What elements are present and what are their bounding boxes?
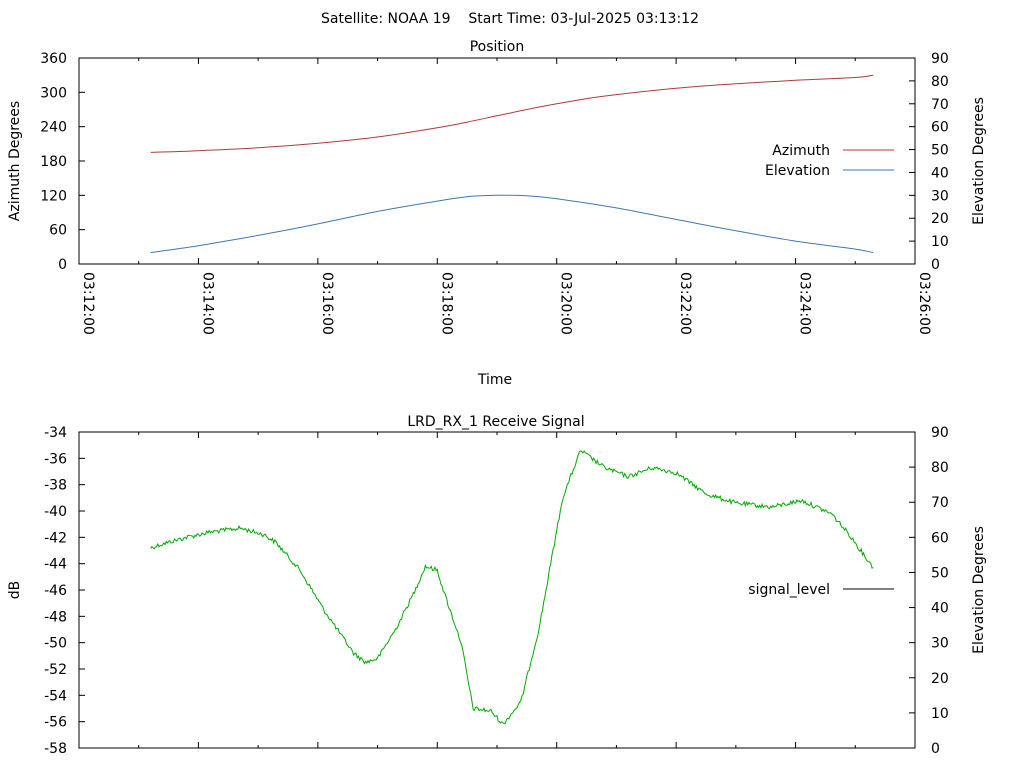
y-tick-label: -52 xyxy=(44,662,67,678)
position-x-axis-label: Time xyxy=(477,372,512,388)
signal-axes: -34 -36 -38 -40 -42 -44 -46 -48 -50 -52 -54 -56 -58 0… xyxy=(44,425,949,757)
y-tick-label: -46 xyxy=(44,583,67,599)
signal-legend: signal_level xyxy=(748,582,894,598)
y-tick-label: -58 xyxy=(44,741,67,757)
y2-tick-label: 40 xyxy=(931,601,949,617)
y2-tick-label: 60 xyxy=(931,120,949,136)
position-legend: Azimuth Elevation xyxy=(765,143,894,179)
position-chart: Position 03:12:00 03:14:00 03:16:00 03:18:0… xyxy=(7,39,987,388)
plot-frame xyxy=(78,57,916,265)
y-tick-label: -48 xyxy=(44,609,67,625)
series-line-elevation xyxy=(150,194,874,254)
position-y2-axis-label: Elevation Degrees xyxy=(971,97,987,225)
y2-tick-label: 80 xyxy=(931,74,949,90)
y-tick-label: 300 xyxy=(40,85,67,101)
signal-y-axis-label: dB xyxy=(7,581,23,600)
y-tick-label: -50 xyxy=(44,636,67,652)
y-tick-label: -34 xyxy=(44,425,67,441)
y2-tick-label: 70 xyxy=(931,495,949,511)
legend-label-signal-level: signal_level xyxy=(748,582,830,598)
y-tick-label: 120 xyxy=(40,188,67,204)
y2-tick-label: 0 xyxy=(931,741,940,757)
y2-tick-label: 70 xyxy=(931,97,949,113)
x-tick-label: 03:26:00 xyxy=(916,272,932,335)
y2-tick-label: 0 xyxy=(931,257,940,273)
y-tick-label: -54 xyxy=(44,688,67,704)
y-tick-label: -40 xyxy=(44,504,67,520)
position-axes: 03:12:00 03:14:00 03:16:00 03:18:00 03:20:00… xyxy=(40,51,949,335)
y2-tick-label: 20 xyxy=(931,211,949,227)
signal-chart-title: LRD_RX_1 Receive Signal xyxy=(407,414,584,430)
y-tick-label: 0 xyxy=(58,257,67,273)
signal-chart: LRD_RX_1 Receive Signal -34-36-38-40-42-… xyxy=(7,414,987,757)
series-line-signal-level xyxy=(150,450,874,725)
y2-tick-label: 90 xyxy=(931,425,949,441)
signal-y2-axis-label: Elevation Degrees xyxy=(971,526,987,654)
y2-tick-label: 30 xyxy=(931,636,949,652)
x-tick-label: 03:24:00 xyxy=(797,272,813,335)
y-tick-label: 60 xyxy=(49,223,67,239)
y2-tick-label: 30 xyxy=(931,188,949,204)
y2-tick-label: 40 xyxy=(931,165,949,181)
page-title: Satellite: NOAA 19 Start Time: 03-Jul-20… xyxy=(321,11,699,27)
x-tick-label: 03:16:00 xyxy=(319,272,335,335)
y2-tick-label: 10 xyxy=(931,234,949,250)
series-line-azimuth xyxy=(150,74,874,153)
position-y-axis-label: Azimuth Degrees xyxy=(7,101,23,221)
y-tick-label: -36 xyxy=(44,451,67,467)
x-tick-label: 03:12:00 xyxy=(80,272,96,335)
y2-tick-label: 50 xyxy=(931,565,949,581)
y2-tick-label: 50 xyxy=(931,143,949,159)
x-tick-label: 03:20:00 xyxy=(558,272,574,335)
y-tick-label: 360 xyxy=(40,51,67,67)
y2-tick-label: 80 xyxy=(931,460,949,476)
legend-label-elevation: Elevation xyxy=(765,163,830,179)
y2-tick-label: 90 xyxy=(931,51,949,67)
y2-tick-label: 20 xyxy=(931,671,949,687)
y-tick-label: -56 xyxy=(44,715,67,731)
y-tick-label: -42 xyxy=(44,530,67,546)
y2-tick-label: 10 xyxy=(931,706,949,722)
y2-tick-label: 60 xyxy=(931,530,949,546)
x-tick-label: 03:22:00 xyxy=(677,272,693,335)
signal-series xyxy=(150,450,874,725)
y-tick-label: -38 xyxy=(44,478,67,494)
x-tick-label: 03:18:00 xyxy=(438,272,454,335)
legend-label-azimuth: Azimuth xyxy=(772,143,830,159)
y-tick-label: 240 xyxy=(40,120,67,136)
y-tick-label: 180 xyxy=(40,154,67,170)
y-tick-label: -44 xyxy=(44,557,67,573)
position-chart-title: Position xyxy=(470,39,525,55)
position-series xyxy=(150,74,874,254)
x-tick-label: 03:14:00 xyxy=(199,272,215,335)
